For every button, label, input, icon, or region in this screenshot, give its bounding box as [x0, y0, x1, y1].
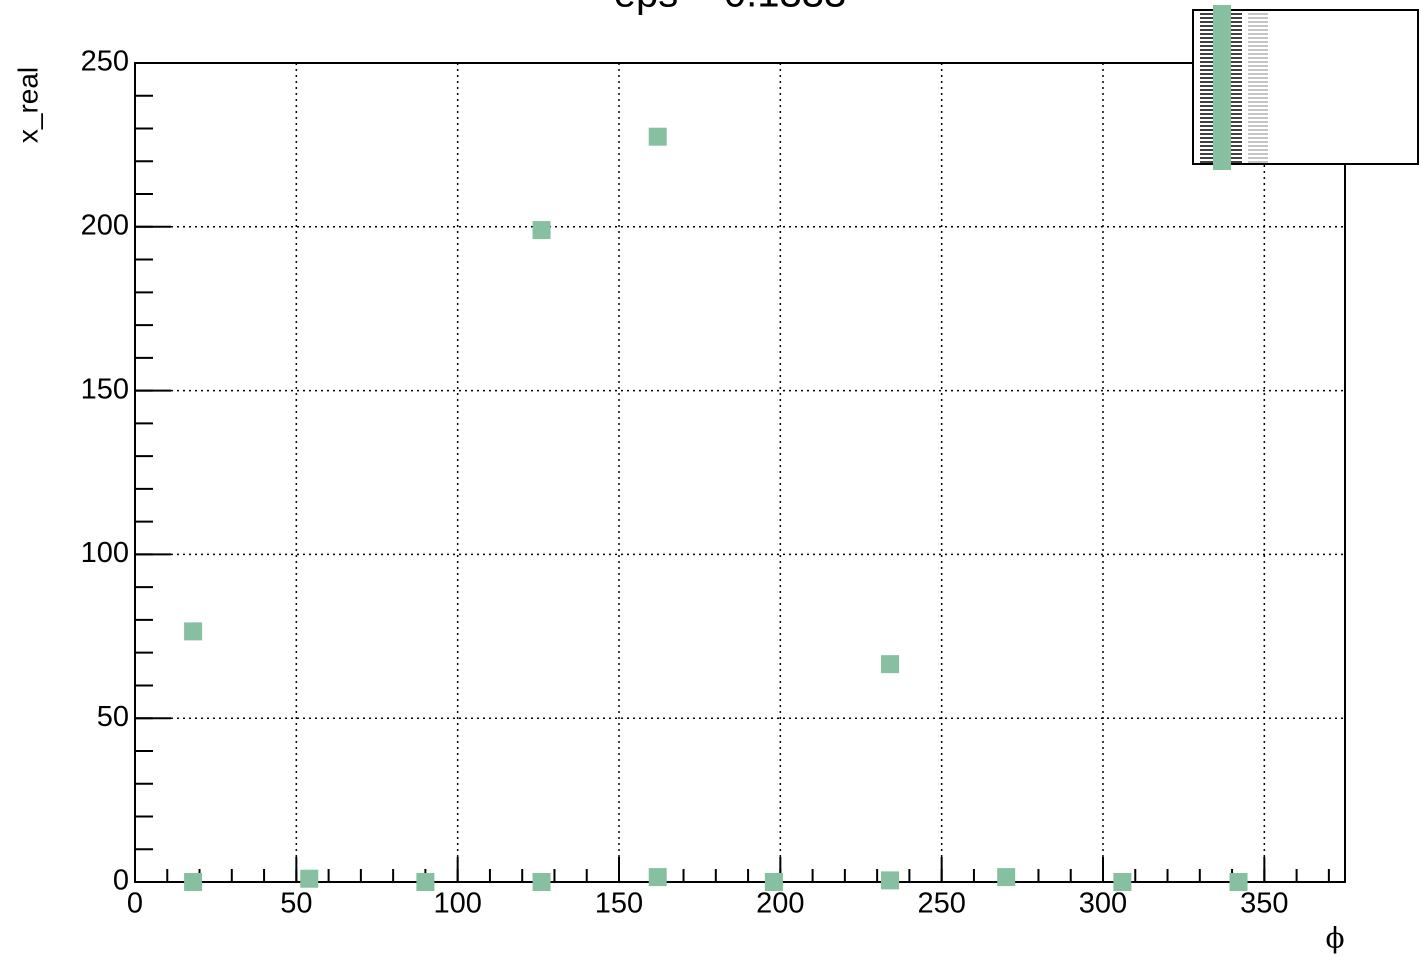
legend-marker [1213, 5, 1231, 170]
x-tick-label: 250 [917, 888, 965, 920]
x-tick-label: 200 [756, 888, 804, 920]
point [764, 873, 783, 891]
y-tick-label: 0 [113, 865, 129, 897]
point [184, 622, 203, 641]
y-tick-label: 50 [97, 701, 129, 733]
point [997, 868, 1016, 887]
point [881, 871, 900, 890]
x-axis-label: ϕ [1325, 922, 1344, 955]
x-tick-label: 0 [127, 888, 143, 920]
plot-frame [134, 62, 1346, 883]
point [532, 873, 551, 891]
x-tick-label: 150 [595, 888, 643, 920]
point [648, 127, 667, 146]
x-tick-label: 100 [433, 888, 481, 920]
chart-title: eps = 0.1333 [614, 0, 846, 16]
y-tick-label: 100 [81, 537, 129, 569]
point [532, 221, 551, 240]
x-tick-label: 300 [1079, 888, 1127, 920]
x-tick-label: 350 [1240, 888, 1288, 920]
point [184, 873, 203, 891]
y-axis-label: x_real [12, 67, 43, 143]
point [416, 873, 435, 891]
y-tick-label: 250 [81, 46, 129, 78]
y-tick-label: 200 [81, 209, 129, 241]
point [1229, 873, 1248, 891]
point [300, 869, 319, 888]
point [881, 655, 900, 674]
x-tick-label: 50 [280, 888, 312, 920]
point [1113, 873, 1132, 891]
y-tick-label: 150 [81, 373, 129, 405]
point [648, 868, 667, 887]
